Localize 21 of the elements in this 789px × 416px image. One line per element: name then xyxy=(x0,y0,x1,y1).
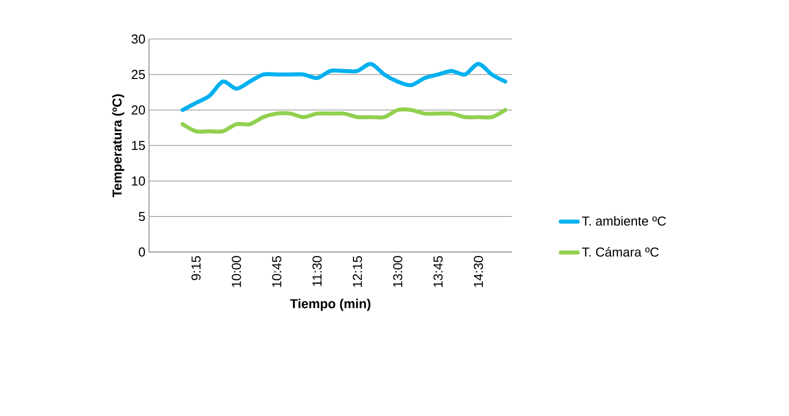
x-tick-label: 13:00 xyxy=(393,256,402,287)
x-axis-title: Tiempo (min) xyxy=(290,298,370,311)
y-axis-title: Temperatura (ºC) xyxy=(112,94,124,198)
line-series xyxy=(180,62,508,112)
legend-label: T. Cámara ºC xyxy=(582,247,659,257)
x-tick-label: 10:45 xyxy=(272,256,282,287)
y-tick-label: 15 xyxy=(132,140,145,150)
x-tick-label: 13:45 xyxy=(433,256,443,287)
y-tick-label: 25 xyxy=(132,70,145,80)
x-tick-label: 11:30 xyxy=(312,256,322,286)
x-tick-label: 14:30 xyxy=(474,256,483,287)
x-tick-label: 10:00 xyxy=(232,256,241,287)
y-tick-label: 0 xyxy=(138,247,145,257)
y-tick-label: 5 xyxy=(138,212,145,222)
y-tick-label: 30 xyxy=(132,34,145,44)
x-tick-label: 9:15 xyxy=(191,256,201,280)
line-series xyxy=(180,107,508,134)
y-tick-label: 10 xyxy=(132,176,145,186)
x-tick-label: 12:15 xyxy=(352,256,362,287)
legend-label: T. ambiente ºC xyxy=(582,216,666,226)
y-tick-label: 20 xyxy=(132,105,145,115)
